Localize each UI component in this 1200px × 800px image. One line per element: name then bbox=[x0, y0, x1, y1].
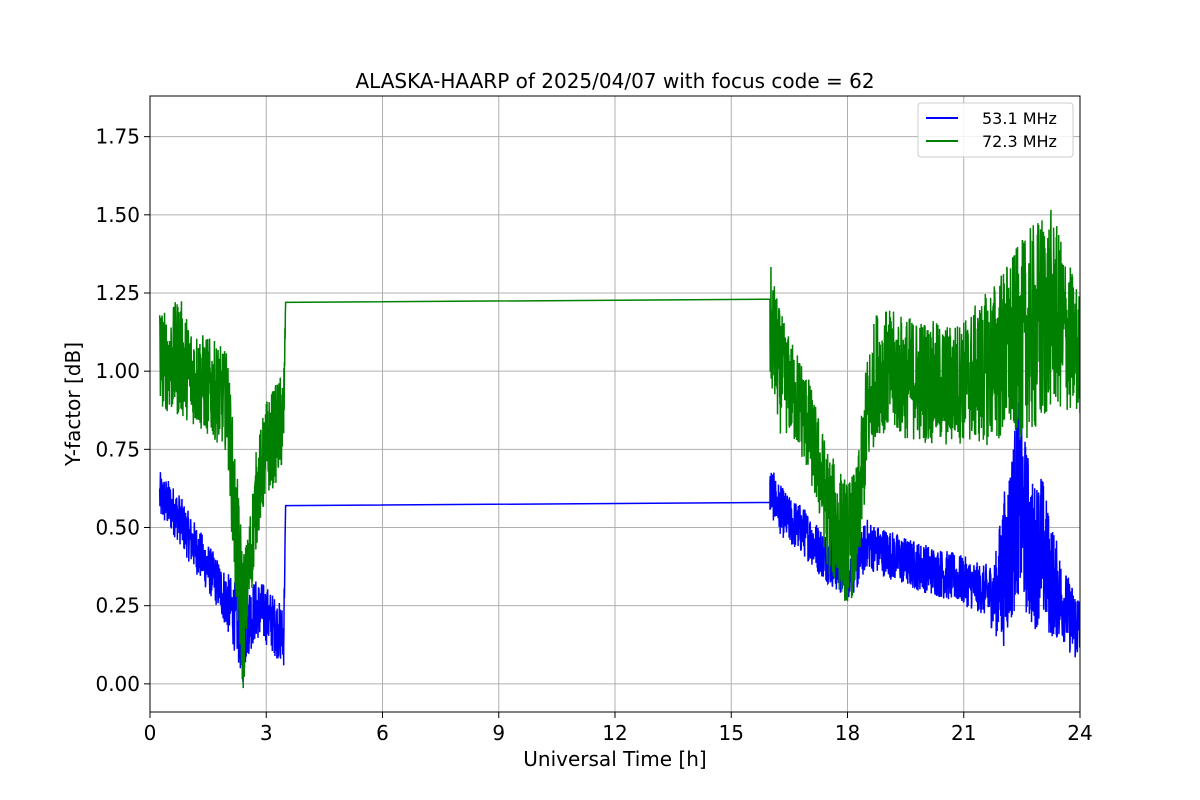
y-tick-label: 0.25 bbox=[95, 594, 140, 618]
legend-box bbox=[917, 102, 1074, 158]
series-line-1 bbox=[158, 402, 1080, 682]
y-tick-label: 0.50 bbox=[95, 516, 140, 540]
x-tick-label: 12 bbox=[602, 721, 627, 745]
y-tick-label: 0.75 bbox=[95, 437, 140, 461]
y-axis: 0.00 0.25 0.50 0.75 1.00 1.25 1.50 1.75 bbox=[95, 125, 150, 696]
y-tick-label: 1.25 bbox=[95, 281, 140, 305]
x-tick-label: 9 bbox=[492, 721, 505, 745]
x-tick-label: 6 bbox=[376, 721, 389, 745]
legend-entry-label: 72.3 MHz bbox=[982, 132, 1057, 151]
x-axis: 0 3 6 9 12 15 18 21 24 bbox=[144, 712, 1093, 745]
plot-area bbox=[158, 209, 1080, 689]
x-tick-label: 21 bbox=[951, 721, 976, 745]
x-axis-label: Universal Time [h] bbox=[523, 747, 706, 771]
y-tick-label: 1.00 bbox=[95, 359, 140, 383]
series-line-2 bbox=[158, 209, 1080, 689]
x-tick-label: 0 bbox=[144, 721, 157, 745]
y-tick-label: 1.75 bbox=[95, 125, 140, 149]
y-tick-label: 1.50 bbox=[95, 203, 140, 227]
x-tick-label: 15 bbox=[719, 721, 744, 745]
x-tick-label: 24 bbox=[1067, 721, 1092, 745]
legend: 53.1 MHz 72.3 MHz bbox=[917, 102, 1074, 158]
x-tick-label: 18 bbox=[835, 721, 860, 745]
chart-title: ALASKA-HAARP of 2025/04/07 with focus co… bbox=[355, 69, 874, 93]
y-tick-label: 0.00 bbox=[95, 672, 140, 696]
legend-entry-label: 53.1 MHz bbox=[982, 109, 1057, 128]
x-tick-label: 3 bbox=[260, 721, 273, 745]
y-axis-label: Y-factor [dB] bbox=[61, 342, 85, 467]
